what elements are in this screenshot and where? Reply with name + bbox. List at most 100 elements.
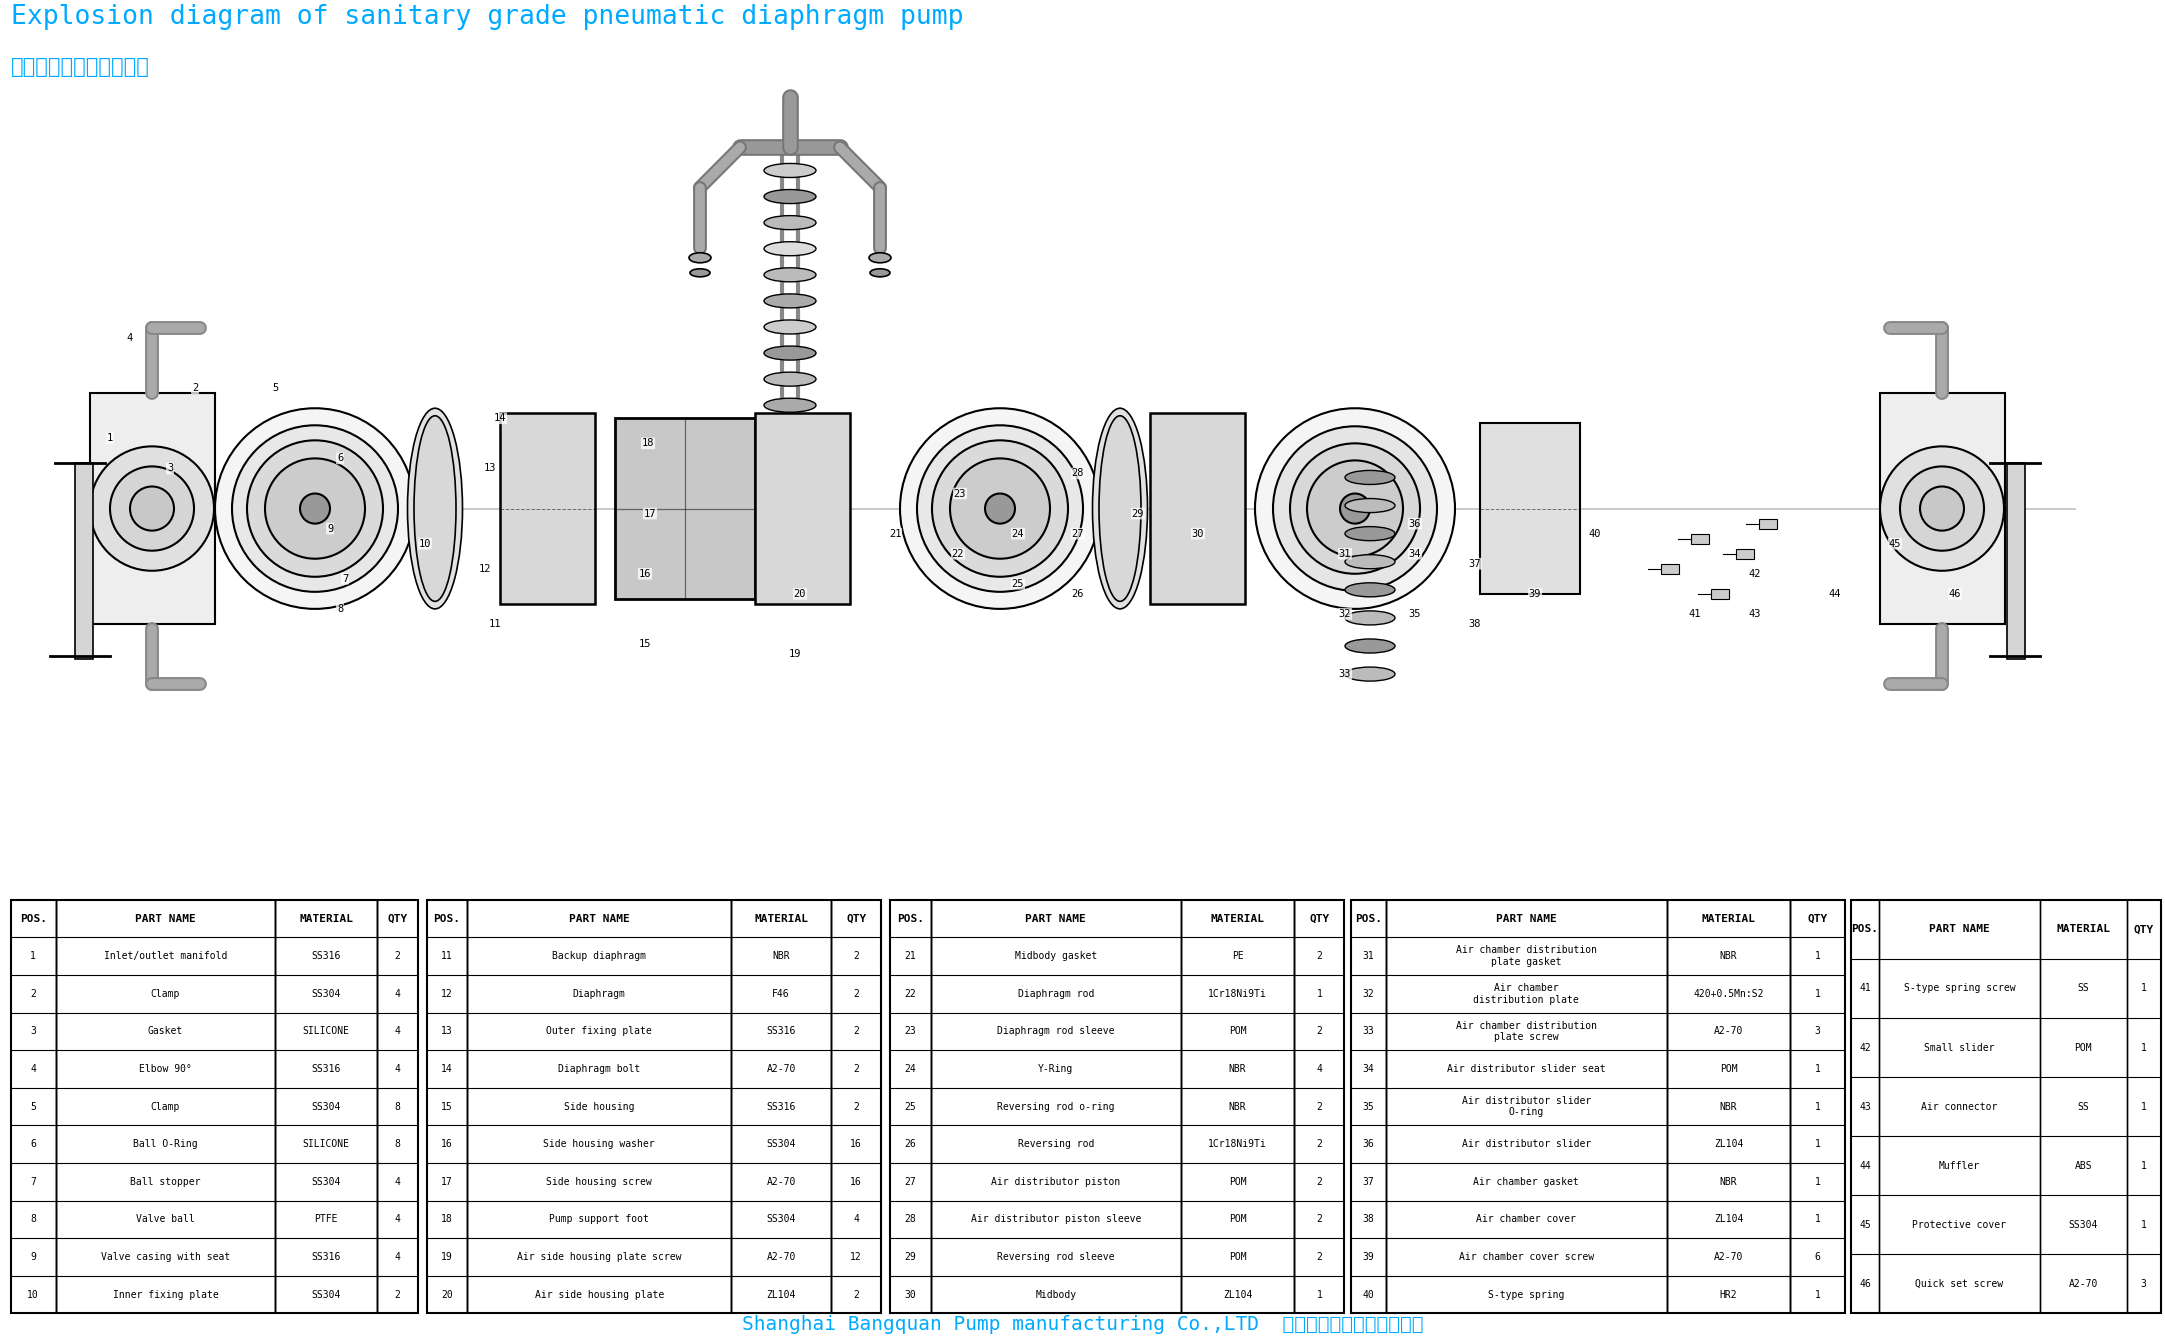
Text: 2: 2 — [1316, 1026, 1323, 1037]
Bar — [1481, 423, 1580, 594]
Text: Protective cover: Protective cover — [1912, 1219, 2007, 1230]
Text: 20: 20 — [795, 588, 805, 599]
Text: A2-70: A2-70 — [1715, 1252, 1743, 1262]
Text: QTY: QTY — [1310, 913, 1329, 924]
Text: 4: 4 — [853, 1214, 860, 1225]
Text: Valve ball: Valve ball — [136, 1214, 195, 1225]
Text: 27: 27 — [1072, 529, 1085, 539]
Text: 3: 3 — [2141, 1279, 2146, 1289]
Text: 6: 6 — [1814, 1252, 1821, 1262]
Ellipse shape — [1344, 667, 1394, 681]
Text: 2: 2 — [853, 1101, 860, 1112]
Text: 45: 45 — [1860, 1219, 1871, 1230]
Text: Quick set screw: Quick set screw — [1916, 1279, 2003, 1289]
Text: 20: 20 — [442, 1289, 452, 1300]
Text: 43: 43 — [1860, 1101, 1871, 1112]
Text: 25: 25 — [1011, 579, 1024, 588]
Bar — [1758, 518, 1777, 529]
Text: NBR: NBR — [1719, 1176, 1736, 1187]
Text: 28: 28 — [905, 1214, 916, 1225]
Text: Air connector: Air connector — [1920, 1101, 1998, 1112]
Text: 4: 4 — [1316, 1064, 1323, 1074]
Text: 2: 2 — [394, 1289, 401, 1300]
Bar — [1661, 564, 1680, 573]
Text: Inlet/outlet manifold: Inlet/outlet manifold — [104, 951, 227, 962]
Circle shape — [247, 441, 383, 576]
Text: 1: 1 — [1814, 1176, 1821, 1187]
Text: NBR: NBR — [773, 951, 790, 962]
Text: POS.: POS. — [1355, 913, 1381, 924]
Text: 40: 40 — [1589, 529, 1602, 539]
Text: 1: 1 — [1814, 1289, 1821, 1300]
Text: 2: 2 — [1316, 1176, 1323, 1187]
Text: 34: 34 — [1362, 1064, 1375, 1074]
Text: POS.: POS. — [1851, 924, 1879, 935]
Text: 1: 1 — [1316, 988, 1323, 999]
Circle shape — [214, 408, 416, 608]
Text: POS.: POS. — [19, 913, 48, 924]
Text: A2-70: A2-70 — [1715, 1026, 1743, 1037]
Ellipse shape — [764, 477, 816, 490]
Text: 2: 2 — [853, 988, 860, 999]
Text: 1: 1 — [30, 951, 37, 962]
Text: 36: 36 — [1409, 518, 1420, 529]
Text: SS316: SS316 — [766, 1026, 797, 1037]
Text: 19: 19 — [442, 1252, 452, 1262]
Text: QTY: QTY — [1808, 913, 1827, 924]
Text: 1: 1 — [1316, 1289, 1323, 1300]
Text: 4: 4 — [394, 1064, 401, 1074]
Text: MATERIAL: MATERIAL — [753, 913, 808, 924]
Text: Air chamber distribution
plate screw: Air chamber distribution plate screw — [1455, 1021, 1598, 1042]
Text: 2: 2 — [1316, 1252, 1323, 1262]
Text: 25: 25 — [905, 1101, 916, 1112]
Text: 11: 11 — [489, 619, 502, 629]
Text: 35: 35 — [1409, 608, 1420, 619]
Text: 15: 15 — [442, 1101, 452, 1112]
Text: 1: 1 — [1814, 1064, 1821, 1074]
Ellipse shape — [870, 269, 890, 277]
Circle shape — [1308, 461, 1403, 557]
Text: 16: 16 — [851, 1176, 862, 1187]
Circle shape — [91, 446, 214, 571]
Ellipse shape — [764, 189, 816, 204]
Text: 1: 1 — [2141, 983, 2146, 994]
Text: HR2: HR2 — [1719, 1289, 1736, 1300]
Text: A2-70: A2-70 — [2068, 1279, 2098, 1289]
Ellipse shape — [1093, 408, 1147, 608]
Text: SS304: SS304 — [312, 1289, 340, 1300]
Text: 42: 42 — [1749, 569, 1762, 579]
Text: 1: 1 — [1814, 1139, 1821, 1150]
Bar — [615, 418, 756, 599]
Text: NBR: NBR — [1230, 1064, 1247, 1074]
Text: 45: 45 — [1888, 539, 1901, 549]
Text: 1: 1 — [1814, 1214, 1821, 1225]
Text: Air side housing plate: Air side housing plate — [535, 1289, 665, 1300]
Text: 8: 8 — [338, 604, 342, 614]
Text: 11: 11 — [442, 951, 452, 962]
Ellipse shape — [414, 416, 457, 602]
Text: 2: 2 — [853, 951, 860, 962]
Text: Small slider: Small slider — [1925, 1042, 1994, 1053]
Ellipse shape — [1344, 470, 1394, 485]
Ellipse shape — [1344, 583, 1394, 596]
Text: PART NAME: PART NAME — [1496, 913, 1557, 924]
Text: 26: 26 — [905, 1139, 916, 1150]
Ellipse shape — [688, 252, 710, 263]
Text: SS304: SS304 — [766, 1139, 797, 1150]
Text: Explosion diagram of sanitary grade pneumatic diaphragm pump: Explosion diagram of sanitary grade pneu… — [11, 4, 963, 31]
Text: 37: 37 — [1362, 1176, 1375, 1187]
Text: S-type spring: S-type spring — [1487, 1289, 1565, 1300]
Text: POM: POM — [1230, 1214, 1247, 1225]
Text: 37: 37 — [1468, 559, 1481, 568]
Text: 21: 21 — [905, 951, 916, 962]
Text: SILICONE: SILICONE — [303, 1026, 351, 1037]
Bar — [500, 414, 595, 604]
Circle shape — [110, 466, 195, 551]
Text: 29: 29 — [1132, 509, 1145, 518]
Text: PE: PE — [1232, 951, 1243, 962]
Text: 420+0.5Mn:S2: 420+0.5Mn:S2 — [1693, 988, 1764, 999]
Ellipse shape — [764, 346, 816, 360]
Text: 4: 4 — [30, 1064, 37, 1074]
Text: 3: 3 — [1814, 1026, 1821, 1037]
Ellipse shape — [1100, 416, 1141, 602]
